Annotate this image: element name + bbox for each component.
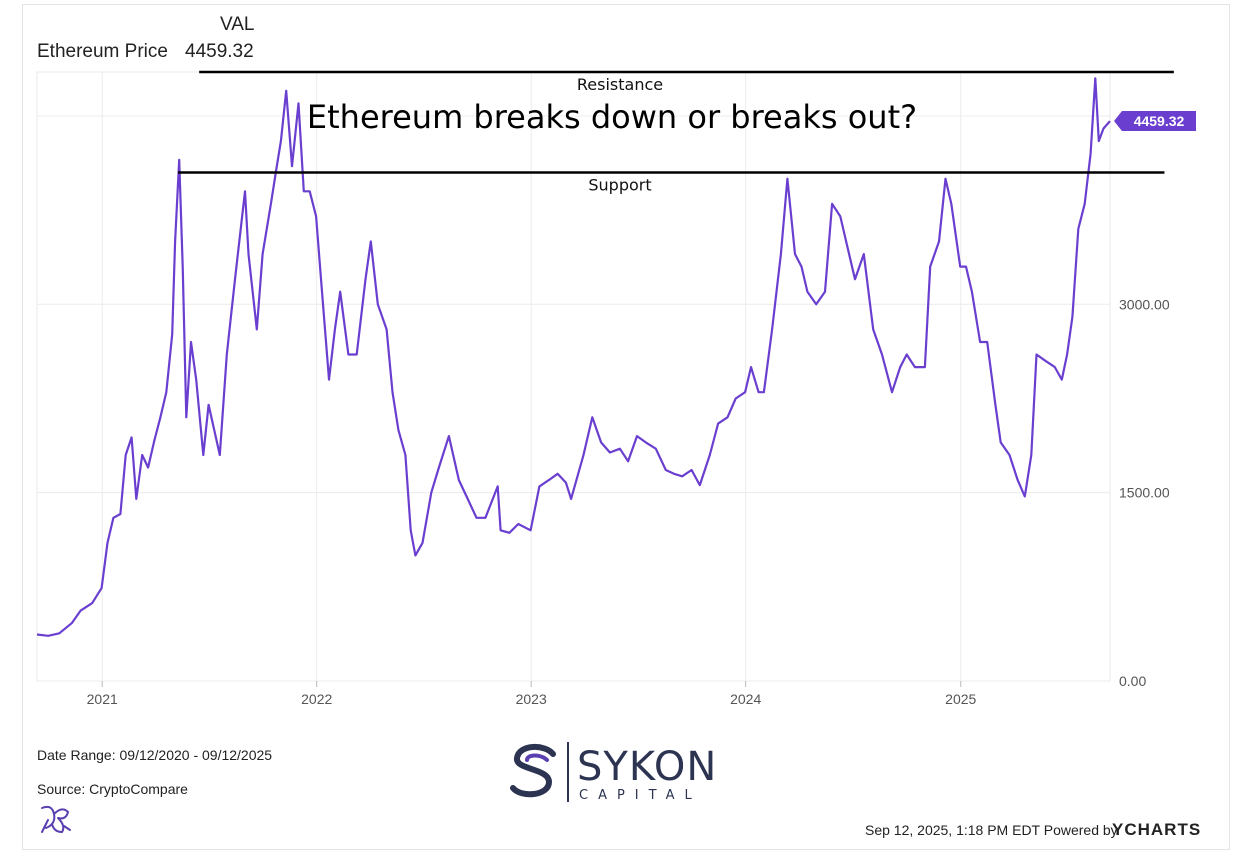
sykon-logo: SYKON CAPITAL (505, 740, 720, 810)
resistance-label: Resistance (577, 75, 663, 94)
plot-area (36, 71, 1111, 682)
current-value-flag (1114, 111, 1196, 132)
y-tick-label: 3000.00 (1119, 296, 1170, 312)
logo-divider (567, 742, 569, 802)
chart-title: Ethereum breaks down or breaks out? (307, 98, 917, 136)
x-tick-label: 2024 (730, 691, 761, 707)
logo-tagline: CAPITAL (579, 788, 702, 803)
column-label: VAL (220, 14, 255, 35)
y-tick-label: 1500.00 (1119, 485, 1170, 501)
source-label: Source: CryptoCompare (37, 781, 188, 797)
series-value: 4459.32 (185, 41, 254, 62)
ycharts-logo-mark-icon (36, 802, 76, 836)
ethereum-price-line (36, 77, 1111, 637)
x-tick-label: 2022 (301, 691, 332, 707)
logo-name: SYKON (577, 744, 718, 790)
x-tick-label: 2025 (945, 691, 976, 707)
ycharts-brand[interactable]: YCHARTS (1112, 820, 1202, 839)
timestamp: Sep 12, 2025, 1:18 PM EDT Powered by (865, 822, 1118, 838)
support-label: Support (588, 175, 651, 194)
date-range: Date Range: 09/12/2020 - 09/12/2025 (37, 747, 273, 763)
y-tick-label: 0.00 (1119, 673, 1146, 689)
x-tick-label: 2023 (516, 691, 547, 707)
series-label: Ethereum Price (37, 41, 168, 62)
x-tick-label: 2021 (87, 691, 118, 707)
sykon-s-icon (510, 744, 556, 798)
chart-frame (22, 4, 1230, 850)
current-value-label: 4459.32 (1134, 113, 1185, 129)
